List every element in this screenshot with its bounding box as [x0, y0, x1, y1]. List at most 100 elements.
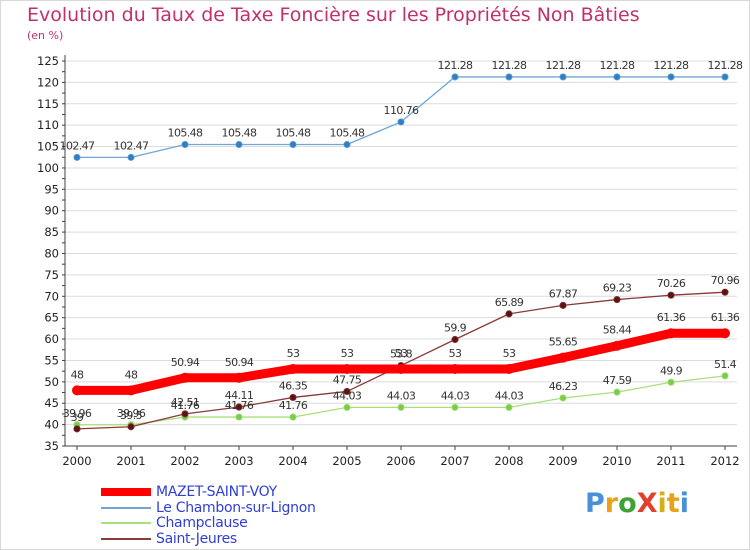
data-label: 121.28: [438, 59, 473, 72]
data-point: [396, 364, 406, 374]
y-tick-label: 95: [44, 182, 59, 196]
data-point: [127, 423, 135, 431]
logo-letter: P: [585, 488, 605, 519]
x-tick-label: 2010: [602, 454, 631, 468]
data-point: [181, 140, 189, 149]
x-tick-label: 2012: [710, 454, 739, 468]
data-label: 39: [71, 411, 84, 424]
data-point: [720, 328, 730, 339]
legend-label: Le Chambon-sur-Lignon: [156, 499, 316, 516]
data-label: 59.9: [444, 321, 467, 334]
data-point: [126, 385, 136, 396]
legend-swatch: [101, 506, 151, 509]
legend-swatch: [101, 537, 151, 540]
data-point: [235, 403, 243, 411]
data-label: 121.28: [546, 59, 581, 72]
data-point: [73, 425, 81, 433]
y-tick-label: 90: [44, 204, 59, 218]
logo-letter: o: [618, 488, 637, 519]
data-label: 53: [449, 347, 462, 360]
data-point: [613, 388, 621, 396]
data-label: 70.26: [657, 277, 686, 290]
data-label: 39.96: [63, 407, 92, 420]
data-label: 69.23: [603, 282, 632, 295]
data-point: [289, 413, 297, 421]
data-label: 39.5: [120, 409, 143, 422]
data-point: [505, 403, 513, 411]
data-point: [397, 403, 405, 411]
x-tick-label: 2008: [494, 454, 523, 468]
y-tick-label: 80: [44, 247, 59, 261]
data-label: 53: [287, 347, 300, 360]
data-label: 50.94: [225, 356, 254, 369]
data-label: 121.28: [654, 59, 689, 72]
data-point: [289, 140, 297, 149]
data-label: 53.8: [390, 348, 413, 361]
x-tick-label: 2002: [170, 454, 199, 468]
x-tick-label: 2011: [656, 454, 685, 468]
data-point: [613, 73, 621, 81]
data-label: 41.76: [171, 399, 200, 412]
x-tick-label: 2003: [224, 454, 253, 468]
data-point: [451, 403, 459, 411]
data-label: 121.28: [492, 59, 527, 72]
data-point: [180, 372, 190, 383]
x-tick-label: 2001: [116, 454, 145, 468]
data-label: 48: [125, 368, 138, 381]
y-tick-label: 110: [37, 118, 59, 132]
legend-swatch: [101, 522, 151, 524]
data-point: [234, 372, 244, 383]
legend-label: MAZET-SAINT-VOY: [156, 484, 277, 500]
data-label: 42.51: [171, 396, 200, 409]
data-label: 41.76: [225, 399, 254, 412]
data-point: [559, 394, 567, 402]
data-label: 53: [341, 347, 354, 360]
data-label: 102.47: [60, 139, 95, 152]
logo-letter: t: [666, 488, 680, 519]
data-point: [558, 352, 568, 363]
data-label: 121.28: [600, 59, 635, 72]
data-point: [612, 340, 622, 351]
y-tick-label: 60: [44, 332, 59, 346]
logo-letter: i: [679, 488, 689, 519]
data-point: [666, 328, 676, 339]
data-label: 67.87: [549, 287, 578, 300]
proxiti-logo: ProXiti: [585, 488, 689, 519]
data-point: [721, 73, 729, 81]
data-point: [343, 387, 351, 396]
y-tick-label: 65: [44, 311, 59, 325]
y-tick-label: 85: [44, 225, 59, 239]
data-label: 44.03: [387, 389, 416, 402]
y-tick-label: 45: [44, 396, 59, 410]
data-label: 53: [503, 347, 516, 360]
x-tick-label: 2006: [386, 454, 415, 468]
data-label: 53: [395, 347, 408, 360]
data-label: 110.76: [384, 104, 419, 117]
data-point: [721, 288, 729, 296]
data-label: 46.23: [549, 380, 578, 393]
data-label: 70.96: [711, 274, 740, 287]
x-tick-label: 2005: [332, 454, 361, 468]
data-label: 65.89: [495, 296, 524, 309]
data-label: 105.48: [330, 127, 365, 140]
data-label: 50.94: [171, 356, 200, 369]
data-label: 48: [71, 368, 84, 381]
data-label: 47.75: [333, 373, 362, 386]
data-label: 61.36: [711, 311, 740, 324]
y-tick-label: 55: [44, 353, 59, 367]
data-label: 46.35: [279, 379, 308, 392]
data-label: 41.76: [279, 399, 308, 412]
data-point: [73, 153, 81, 161]
y-tick-label: 75: [44, 268, 59, 282]
legend-swatch: [101, 488, 151, 496]
legend-label: Saint-Jeures: [156, 530, 237, 547]
data-point: [451, 73, 459, 81]
data-label: 51.4: [714, 358, 737, 371]
data-point: [667, 378, 675, 386]
x-tick-label: 2009: [548, 454, 577, 468]
logo-letter: X: [636, 488, 658, 519]
data-label: 61.36: [657, 311, 686, 324]
data-point: [235, 140, 243, 149]
data-label: 102.47: [114, 139, 149, 152]
